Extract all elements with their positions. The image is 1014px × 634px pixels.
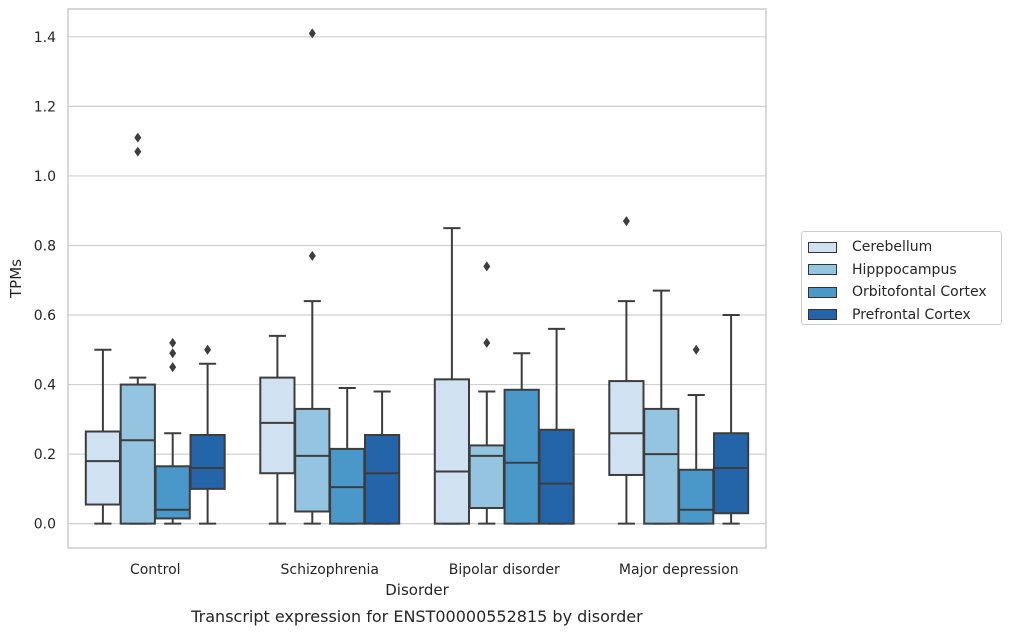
iqr-box: [468, 444, 505, 510]
x-tick-label: Schizophrenia: [281, 562, 379, 578]
box-orbitofontal-cortex: [678, 344, 715, 525]
box-prefrontal-cortex: [363, 390, 401, 525]
iqr-box: [712, 432, 750, 515]
iqr-box: [119, 383, 156, 525]
legend-item-hippocampus: Hipppocampus: [808, 259, 1001, 282]
iqr-box: [363, 433, 401, 525]
y-tick-label: 1.2: [34, 99, 56, 115]
x-tick-label: Control: [130, 562, 181, 578]
iqr-box: [608, 380, 645, 476]
box-hipppocampus: [643, 289, 680, 525]
gridlines: [68, 36, 766, 525]
outlier-point: [169, 362, 177, 373]
box-cerebellum: [433, 227, 471, 525]
box-prefrontal-cortex: [189, 344, 226, 525]
iqr-box: [643, 407, 680, 525]
legend-item-cerebellum: Cerebellum: [808, 236, 1001, 259]
iqr-box: [294, 407, 331, 513]
y-tick-label: 0.6: [34, 308, 56, 324]
y-axis-ticks: 0.0 0.2 0.4 0.6 0.8 1.0 1.2 1.4: [34, 30, 56, 533]
legend-swatch: [808, 309, 837, 321]
box-hipppocampus: [119, 132, 156, 525]
outlier-point: [483, 261, 491, 272]
box-series: [84, 28, 750, 525]
iqr-box: [189, 433, 226, 490]
y-tick-label: 1.0: [34, 169, 56, 185]
outlier-point: [692, 344, 700, 355]
x-tick-label: Bipolar disorder: [449, 562, 560, 578]
legend-label: Prefrontal Cortex: [852, 306, 971, 323]
y-tick-label: 0.8: [34, 238, 56, 254]
legend-swatch: [808, 241, 837, 253]
legend-item-prefrontal-cortex: Prefrontal Cortex: [808, 304, 1001, 327]
y-tick-label: 0.2: [34, 447, 56, 463]
box-hipppocampus: [294, 28, 331, 525]
x-axis-ticks: Control Schizophrenia Bipolar disorder Majo…: [130, 562, 739, 578]
outlier-point: [483, 337, 491, 348]
x-tick-label: Major depression: [619, 562, 739, 578]
plot-frame: [67, 8, 767, 549]
y-tick-label: 0.4: [34, 378, 56, 394]
outlier-point: [169, 348, 177, 359]
outlier-point: [134, 146, 142, 157]
box-prefrontal-cortex: [712, 314, 750, 525]
iqr-box: [538, 428, 575, 525]
box-cerebellum: [608, 216, 645, 525]
legend-item-orbitofrontal-cortex: Orbitofontal Cortex: [808, 281, 1001, 304]
legend: Cerebellum Hipppocampus Orbitofontal Cor…: [801, 231, 1002, 325]
box-orbitofontal-cortex: [154, 337, 191, 525]
legend-swatch: [808, 264, 837, 276]
iqr-box: [84, 430, 122, 506]
legend-label: Cerebellum: [852, 239, 933, 256]
legend-label: Hipppocampus: [852, 261, 957, 278]
iqr-box: [678, 468, 715, 525]
outlier-point: [622, 216, 630, 227]
outlier-point: [169, 337, 177, 348]
box-orbitofontal-cortex: [503, 352, 540, 525]
outlier-point: [134, 132, 142, 143]
chart-title: Transcript expression for ENST0000055281…: [190, 607, 643, 626]
legend-swatch: [808, 286, 837, 298]
outlier-point: [308, 28, 316, 39]
outlier-point: [204, 344, 212, 355]
box-cerebellum: [84, 348, 122, 525]
y-tick-label: 1.4: [34, 30, 56, 46]
iqr-box: [503, 388, 540, 525]
legend-label: Orbitofontal Cortex: [852, 284, 987, 301]
iqr-box: [433, 378, 471, 525]
iqr-box: [259, 376, 296, 475]
box-cerebellum: [259, 334, 296, 525]
box-orbitofontal-cortex: [329, 387, 366, 525]
x-axis-label: Disorder: [385, 581, 449, 599]
box-hipppocampus: [468, 261, 505, 525]
y-tick-label: 0.0: [34, 517, 56, 533]
box-prefrontal-cortex: [538, 327, 575, 525]
outlier-point: [308, 250, 316, 261]
y-axis-label: TPMs: [7, 259, 25, 299]
